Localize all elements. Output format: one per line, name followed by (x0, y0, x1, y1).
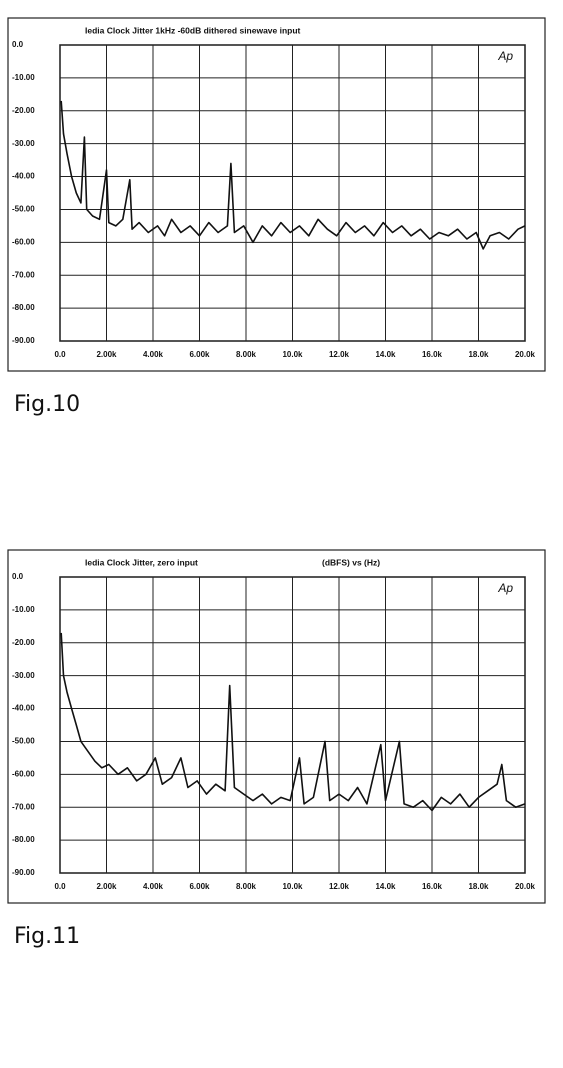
x-tick-label: 12.0k (329, 882, 350, 891)
y-tick-label: -90.00 (12, 868, 35, 877)
y-tick-label: -60.00 (12, 237, 35, 246)
chart-title: Iedia Clock Jitter, zero input (85, 557, 198, 567)
x-tick-label: 6.00k (189, 882, 210, 891)
spectrum-line (60, 632, 526, 812)
spectrum-line (60, 100, 526, 250)
x-tick-label: 14.0k (375, 882, 396, 891)
figure-caption: Fig.10 (14, 392, 80, 417)
y-tick-label: -60.00 (12, 769, 35, 778)
x-tick-label: 0.0 (54, 350, 66, 359)
x-tick-label: 6.00k (189, 350, 210, 359)
x-tick-label: 18.0k (468, 882, 489, 891)
x-tick-label: 20.0k (515, 350, 536, 359)
y-tick-label: -30.00 (12, 139, 35, 148)
x-tick-label: 2.00k (96, 350, 117, 359)
x-tick-label: 8.00k (236, 882, 257, 891)
y-tick-label: -20.00 (12, 638, 35, 647)
x-tick-label: 0.0 (54, 882, 66, 891)
y-tick-label: -10.00 (12, 605, 35, 614)
y-tick-label: 0.0 (12, 572, 24, 581)
axis-note: (dBFS) vs (Hz) (322, 557, 380, 567)
x-tick-label: 4.00k (143, 882, 164, 891)
y-tick-label: -90.00 (12, 336, 35, 345)
y-tick-label: -40.00 (12, 704, 35, 713)
figure-caption: Fig.11 (14, 924, 80, 949)
chart-frame (7, 17, 546, 372)
x-tick-label: 8.00k (236, 350, 257, 359)
y-tick-label: -70.00 (12, 270, 35, 279)
y-tick-label: -50.00 (12, 737, 35, 746)
x-tick-label: 18.0k (468, 350, 489, 359)
annotation-logo: Ap (497, 581, 513, 595)
y-tick-label: -30.00 (12, 671, 35, 680)
y-tick-label: -70.00 (12, 802, 35, 811)
annotation-logo: Ap (497, 49, 513, 63)
chart-frame (7, 549, 546, 904)
y-tick-label: -80.00 (12, 835, 35, 844)
x-tick-label: 16.0k (422, 882, 443, 891)
y-tick-label: -10.00 (12, 73, 35, 82)
x-tick-label: 14.0k (375, 350, 396, 359)
chart-title: Iedia Clock Jitter 1kHz -60dB dithered s… (85, 25, 301, 35)
x-tick-label: 12.0k (329, 350, 350, 359)
x-tick-label: 10.0k (282, 350, 303, 359)
x-tick-label: 2.00k (96, 882, 117, 891)
x-tick-label: 10.0k (282, 882, 303, 891)
x-tick-label: 16.0k (422, 350, 443, 359)
x-tick-label: 20.0k (515, 882, 536, 891)
y-tick-label: -40.00 (12, 172, 35, 181)
y-tick-label: -20.00 (12, 106, 35, 115)
y-tick-label: -50.00 (12, 205, 35, 214)
y-tick-label: -80.00 (12, 303, 35, 312)
y-tick-label: 0.0 (12, 40, 24, 49)
x-tick-label: 4.00k (143, 350, 164, 359)
